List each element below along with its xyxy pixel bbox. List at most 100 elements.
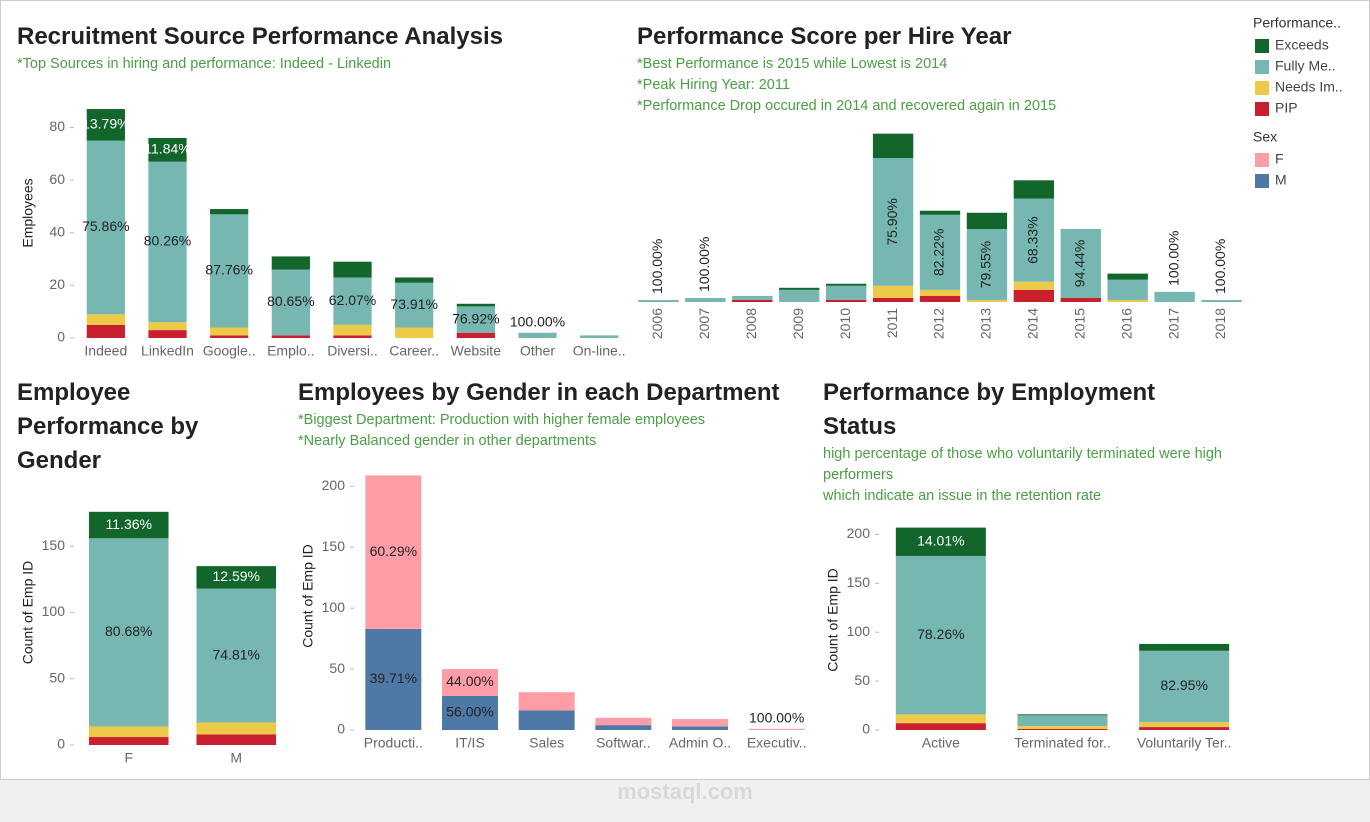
bar-segment (1013, 180, 1055, 199)
bar-segment (518, 710, 575, 730)
x-tick-label: Career.. (389, 343, 439, 359)
bar-segment (825, 285, 867, 300)
y-tick-label: 80 (49, 118, 65, 134)
x-tick-label: Terminated for.. (1014, 735, 1111, 751)
percent-label: 11.84% (144, 141, 190, 157)
chart-title: Performance Score per Hire Year (637, 23, 1012, 50)
y-tick-label: 150 (42, 537, 66, 553)
bar-segment (1060, 297, 1101, 302)
bar-segment (1139, 722, 1230, 728)
percent-label: 11.36% (106, 516, 152, 532)
y-tick-label: 0 (57, 329, 65, 345)
percent-label: 100.00% (749, 709, 804, 725)
bar-segment (365, 475, 422, 629)
bar-segment (966, 212, 1008, 229)
y-tick-label: 40 (49, 223, 65, 239)
bar-segment (210, 209, 249, 215)
bar-segment (685, 297, 726, 302)
bar-segment (1107, 299, 1148, 302)
percent-label: 68.33% (1025, 216, 1041, 263)
chart-note: *Performance Drop occured in 2014 and re… (637, 98, 1057, 114)
bar-segment (732, 295, 773, 300)
bar-segment (1017, 726, 1108, 730)
legend-title: Sex (1253, 129, 1277, 145)
x-tick-label: Google.. (203, 343, 256, 359)
bar-segment (779, 289, 820, 302)
bar-segment (872, 297, 914, 302)
bar-segment (919, 214, 961, 290)
y-tick-label: 100 (847, 623, 871, 639)
bar-segment (825, 299, 867, 302)
x-tick-label: 2016 (1118, 308, 1134, 339)
bar-segment (779, 287, 820, 290)
bar-segment (1017, 715, 1108, 727)
y-axis-label: Count of Emp ID (300, 544, 316, 648)
bar-segment (825, 283, 867, 286)
percent-label: 62.07% (329, 292, 376, 308)
bar-segment (732, 299, 773, 302)
chart-title: Employees by Gender in each Department (298, 379, 780, 406)
chart-header: Employees by Gender in each Department *B… (298, 376, 818, 452)
bar-segment (580, 335, 619, 338)
x-tick-label: 2012 (931, 308, 947, 339)
x-tick-label: 2008 (743, 308, 759, 339)
bar-segment (895, 555, 986, 715)
legend-label: Exceeds (1275, 37, 1329, 53)
y-axis-label: Count of Emp ID (20, 561, 36, 665)
legend-swatch (1255, 39, 1269, 53)
bar-segment (271, 269, 310, 336)
y-tick-label: 50 (854, 672, 870, 688)
x-tick-label: 2009 (790, 308, 806, 339)
bar-segment (196, 734, 277, 745)
legend-label: Needs Im.. (1275, 79, 1343, 95)
bar-segment (148, 322, 187, 331)
bar-segment (86, 324, 125, 338)
percent-label: 14.01% (917, 532, 964, 548)
x-tick-label: Sales (529, 735, 564, 751)
bar-segment (88, 726, 169, 738)
bar-segment (456, 332, 495, 338)
percent-label: 78.26% (917, 626, 964, 642)
bar-segment (148, 138, 187, 162)
bar-segment (365, 628, 422, 730)
percent-label: 75.86% (82, 218, 129, 234)
x-tick-label: 2007 (696, 308, 712, 339)
bar-segment (638, 299, 679, 302)
y-tick-label: 50 (329, 660, 345, 676)
x-tick-label: 2013 (978, 308, 994, 339)
x-tick-label: Voluntarily Ter.. (1137, 735, 1232, 751)
bar-segment (672, 719, 728, 727)
y-tick-label: 100 (42, 603, 66, 619)
bar-segment (919, 289, 961, 296)
bar-segment (271, 256, 310, 270)
x-tick-label: Emplo.. (267, 343, 314, 359)
percent-label: 60.29% (370, 543, 417, 559)
bar-segment (88, 737, 169, 745)
bar-segment (456, 306, 495, 333)
percent-label: 39.71% (370, 670, 417, 686)
percent-label: 80.65% (267, 293, 314, 309)
legend-label: F (1275, 151, 1284, 167)
x-tick-label: 2006 (649, 308, 665, 339)
bar-segment (86, 140, 125, 315)
bar-segment (196, 566, 277, 589)
bar-segment (86, 109, 125, 141)
y-tick-label: 0 (337, 721, 345, 737)
legend-label: PIP (1275, 100, 1298, 116)
x-tick-label: 2015 (1071, 308, 1087, 339)
x-tick-label: 2014 (1025, 308, 1041, 339)
legend-swatch (1255, 153, 1269, 167)
bar-segment (1013, 281, 1055, 290)
percent-label: 100.00% (1212, 239, 1228, 294)
percent-label: 80.26% (144, 233, 191, 249)
bar-segment (210, 335, 249, 338)
bar-segment (395, 277, 434, 283)
chart-note: *Nearly Balanced gender in other departm… (298, 433, 597, 449)
percent-label: 94.44% (1071, 240, 1087, 287)
chart-header: Employee Performance by Gender (17, 376, 247, 478)
x-tick-label: Diversi.. (327, 343, 378, 359)
legend-label: M (1275, 172, 1287, 188)
x-tick-label: Other (520, 343, 555, 359)
